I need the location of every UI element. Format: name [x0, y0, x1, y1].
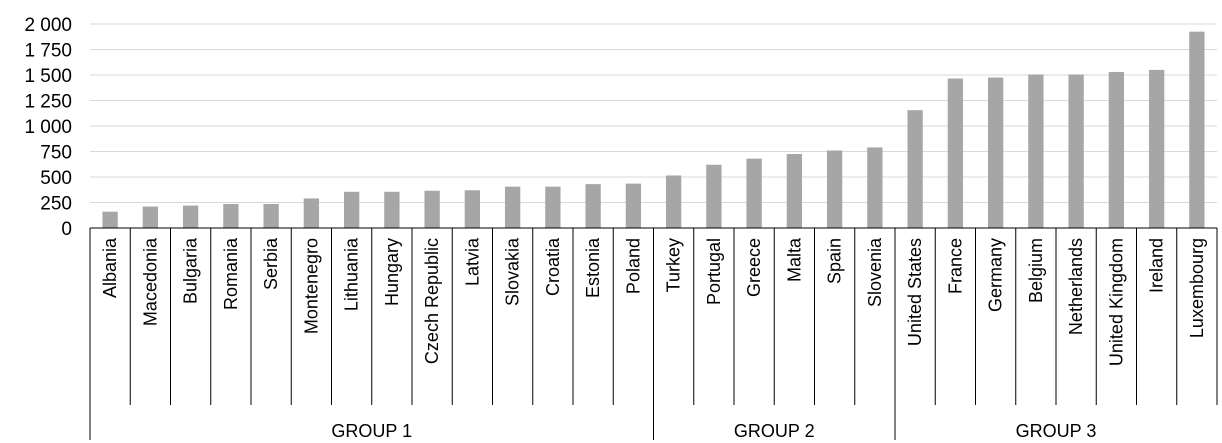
x-tick-label: France	[945, 238, 965, 294]
x-tick-label: Greece	[744, 238, 764, 297]
bar	[182, 205, 199, 228]
x-tick-label: United States	[905, 238, 925, 346]
bar	[102, 211, 118, 228]
y-tick-label: 1 000	[24, 117, 72, 138]
x-tick-label: United Kingdom	[1106, 238, 1126, 366]
y-tick-label: 750	[40, 143, 72, 164]
y-tick-label: 1 750	[24, 41, 72, 62]
x-tick-label: Slovakia	[503, 237, 523, 306]
x-tick-label: Netherlands	[1066, 238, 1086, 335]
bar	[424, 190, 440, 228]
bar	[867, 147, 883, 228]
bar	[1108, 71, 1125, 228]
x-tick-label: Lithuania	[342, 237, 362, 311]
x-tick-label: Slovenia	[865, 237, 885, 307]
x-tick-label: Germany	[986, 238, 1006, 312]
bar	[746, 158, 762, 228]
group-label: GROUP 1	[331, 421, 412, 441]
bar	[263, 204, 279, 228]
x-axis: Albania Macedonia Bulgaria Romania Serbia Mon…	[89, 227, 1218, 441]
bar	[464, 190, 481, 228]
x-tick-label: Portugal	[704, 238, 724, 305]
bar	[504, 186, 521, 228]
bar	[343, 191, 360, 228]
y-tick-label: 1 500	[24, 66, 72, 87]
bar	[384, 191, 400, 228]
bar	[625, 183, 642, 228]
bar	[826, 150, 843, 228]
x-tick-label: Ireland	[1147, 238, 1167, 293]
bar	[786, 154, 803, 228]
gridlines	[90, 23, 1217, 203]
y-tick-label: 0	[61, 219, 72, 240]
group-label: GROUP 3	[1016, 421, 1097, 441]
bar	[1148, 69, 1165, 229]
x-tick-label: Poland	[623, 238, 643, 294]
x-tick-label: Hungary	[382, 238, 402, 306]
bar	[1028, 74, 1044, 229]
x-tick-label: Estonia	[583, 237, 603, 298]
x-tick-label: Belgium	[1026, 238, 1046, 303]
bars	[102, 31, 1205, 229]
y-tick-label: 500	[40, 168, 72, 189]
bar	[545, 186, 561, 228]
y-axis: 0 250 500 750 1 000 1 250 1 500 1 750 2 000	[24, 15, 72, 240]
y-tick-label: 2 000	[24, 15, 72, 36]
x-tick-label: Malta	[784, 237, 804, 282]
bar	[142, 206, 159, 228]
x-tick-label: Albania	[100, 237, 120, 298]
x-tick-label: Turkey	[664, 238, 684, 292]
bar	[706, 164, 722, 228]
group-label: GROUP 2	[734, 421, 815, 441]
x-tick-label: Czech Republic	[422, 238, 442, 364]
bar	[665, 175, 682, 228]
x-tick-label: Luxembourg	[1187, 238, 1207, 338]
bar	[1068, 74, 1084, 229]
y-tick-label: 1 250	[24, 92, 72, 113]
bar	[1189, 31, 1205, 229]
y-tick-label: 250	[40, 194, 72, 215]
x-tick-label: Latvia	[462, 237, 482, 286]
bar	[907, 110, 923, 228]
bar	[585, 184, 601, 228]
x-tick-label: Montenegro	[301, 238, 321, 334]
x-tick-label: Spain	[825, 238, 845, 284]
x-tick-label: Bulgaria	[181, 237, 201, 304]
bar	[223, 204, 239, 228]
x-tick-label: Romania	[221, 237, 241, 310]
bar	[303, 198, 320, 228]
bar	[947, 78, 964, 228]
bar	[987, 77, 1004, 228]
x-tick-label: Macedonia	[140, 237, 160, 326]
x-tick-label: Croatia	[543, 237, 563, 296]
x-tick-label: Serbia	[261, 237, 281, 290]
